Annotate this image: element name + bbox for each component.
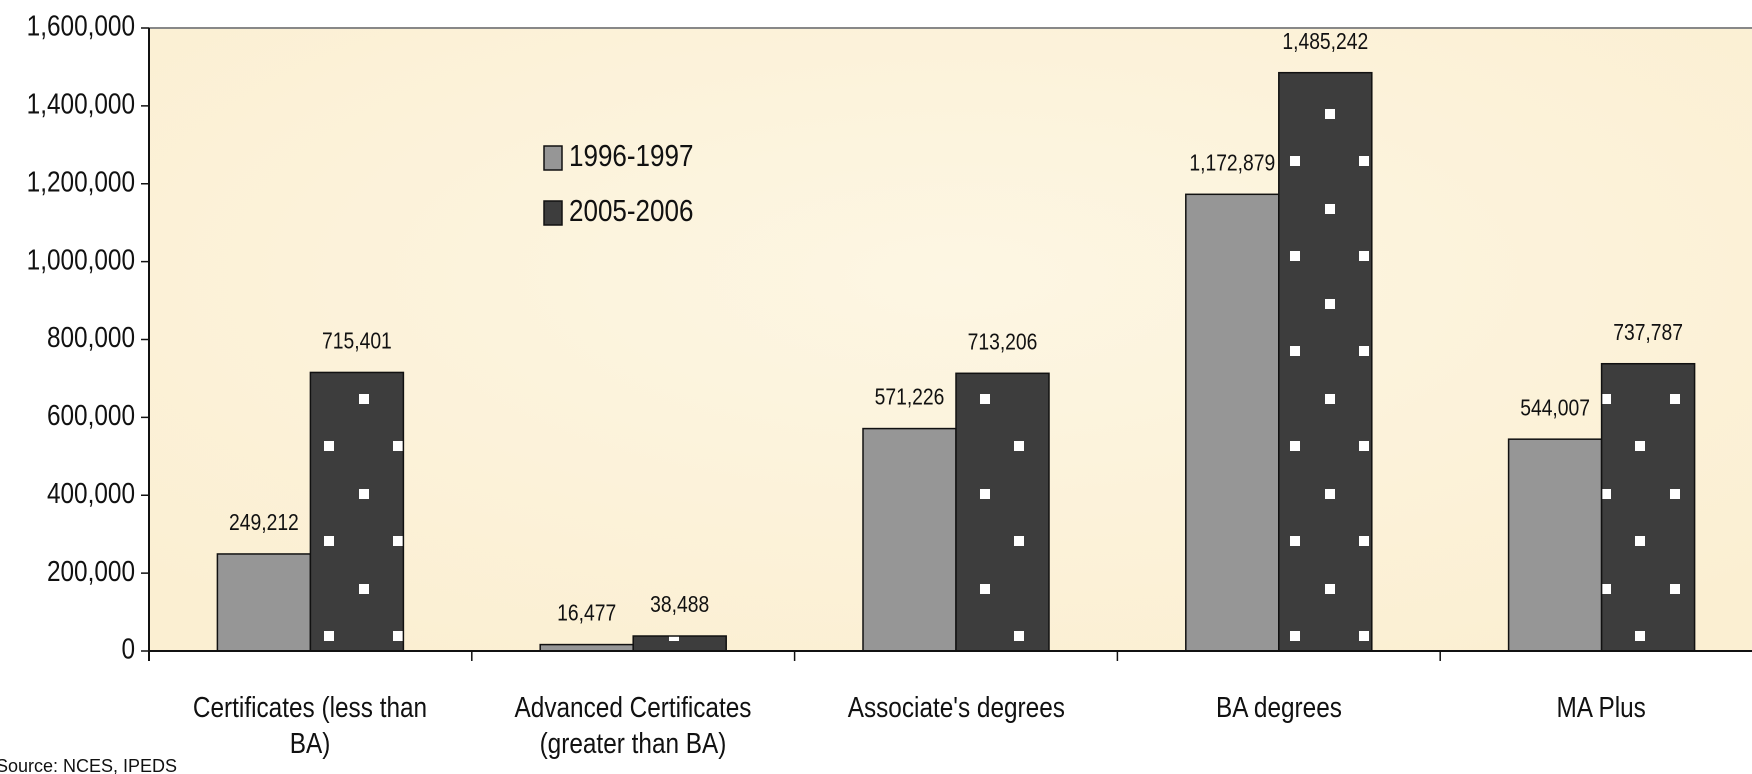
y-tick: 200,000 <box>47 555 135 587</box>
data-label-group: 571,226 <box>875 385 945 410</box>
data-label: 544,007 <box>1520 396 1590 421</box>
x-tick-text: Advanced Certificates (greater than BA) <box>514 692 752 760</box>
bar <box>1185 193 1280 652</box>
data-label: 249,212 <box>229 511 299 536</box>
legend-swatch <box>543 145 563 171</box>
x-tick-label: Certificates (less than BA) <box>160 690 460 762</box>
y-tick-label: 800,000 <box>47 321 135 353</box>
data-label-group: 713,206 <box>968 330 1038 355</box>
data-label-group: 544,007 <box>1520 396 1590 421</box>
y-tick: 400,000 <box>47 477 135 509</box>
y-tick-label: 0 <box>121 633 135 665</box>
x-tick-label: Associate's degrees <box>806 690 1106 726</box>
x-tick-text: Certificates (less than BA) <box>193 692 428 760</box>
data-label-group: 1,485,242 <box>1282 29 1368 54</box>
bar <box>1278 71 1373 652</box>
bar <box>309 371 405 652</box>
data-label: 1,485,242 <box>1282 29 1368 54</box>
bar <box>862 427 957 652</box>
y-tick: 600,000 <box>47 399 135 431</box>
y-tick: 1,200,000 <box>27 165 135 197</box>
data-label: 38,488 <box>650 593 709 618</box>
bar <box>216 553 312 652</box>
y-tick-label: 400,000 <box>47 477 135 509</box>
legend-entry: 1996-1997 <box>569 139 693 174</box>
data-label: 1,172,879 <box>1189 151 1275 176</box>
data-label: 737,787 <box>1613 320 1683 345</box>
data-label: 713,206 <box>968 330 1038 355</box>
data-label-group: 249,212 <box>229 511 299 536</box>
y-tick-label: 1,200,000 <box>27 165 135 197</box>
x-tick-label: BA degrees <box>1129 690 1429 726</box>
y-tick-label: 1,000,000 <box>27 243 135 275</box>
x-tick-text: BA degrees <box>1215 692 1342 724</box>
x-tick-text: MA Plus <box>1556 692 1647 724</box>
x-tick-label: MA Plus <box>1452 690 1752 726</box>
data-label: 571,226 <box>875 385 945 410</box>
data-label: 16,477 <box>557 601 616 626</box>
y-tick: 1,600,000 <box>27 10 135 42</box>
y-tick: 0 <box>121 633 135 665</box>
y-tick-label: 200,000 <box>47 555 135 587</box>
y-tick: 1,000,000 <box>27 243 135 275</box>
y-tick-label: 600,000 <box>47 399 135 431</box>
legend-swatch <box>543 200 563 226</box>
data-label-group: 715,401 <box>322 329 392 354</box>
legend-label: 1996-1997 <box>569 139 693 174</box>
bar <box>1507 438 1603 652</box>
bar <box>955 372 1050 652</box>
y-tick: 1,400,000 <box>27 88 135 120</box>
legend-entry: 2005-2006 <box>569 194 693 229</box>
data-label-group: 16,477 <box>557 601 616 626</box>
bar <box>1600 362 1696 652</box>
y-tick: 800,000 <box>47 321 135 353</box>
x-tick-label: Advanced Certificates (greater than BA) <box>483 690 783 762</box>
y-tick-label: 1,400,000 <box>27 88 135 120</box>
x-tick-text: Associate's degrees <box>847 692 1065 724</box>
bar <box>632 635 727 652</box>
data-label: 715,401 <box>322 329 392 354</box>
source-note: Source: NCES, IPEDS <box>0 756 178 774</box>
data-label-group: 737,787 <box>1613 320 1683 345</box>
data-label-group: 1,172,879 <box>1189 151 1275 176</box>
data-label-group: 38,488 <box>650 593 709 618</box>
legend-label: 2005-2006 <box>569 194 693 229</box>
y-tick-label: 1,600,000 <box>27 10 135 42</box>
